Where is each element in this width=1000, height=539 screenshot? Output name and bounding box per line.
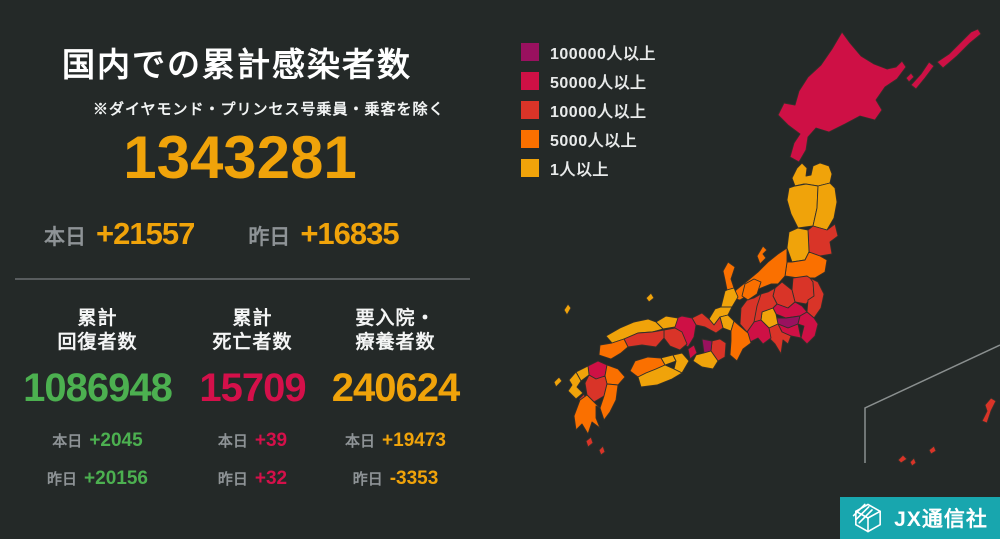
page-title: 国内での累計感染者数 xyxy=(62,46,412,83)
stat-header: 要入院・ 療養者数 xyxy=(355,308,436,354)
recovered-today-row: 本日 +2045 xyxy=(52,430,143,451)
jx-press-logo: JX通信社 xyxy=(840,497,1000,539)
prefecture-kagoshima xyxy=(573,394,601,435)
stat-header: 累計 死亡者数 xyxy=(212,308,293,354)
legend-item: 100000人以上 xyxy=(521,43,656,63)
stat-column-hospitalized: 要入院・ 療養者数 240624 本日 +19473 昨日 -3353 xyxy=(318,0,473,539)
prefecture-kochi xyxy=(637,364,683,388)
yesterday-label: 昨日 xyxy=(248,226,291,249)
legend-swatch-50000 xyxy=(521,72,539,90)
prefecture-gifu xyxy=(739,293,762,333)
island-kunashiri xyxy=(910,61,935,90)
island-sado xyxy=(756,245,768,265)
japan-choropleth-map xyxy=(553,28,1000,467)
legend-item: 10000人以上 xyxy=(521,101,656,121)
subtitle-note: ※ダイヤモンド・プリンセス号乗員・乗客を除く xyxy=(93,101,445,118)
national-daily-change: 本日 +21557 昨日 +16835 xyxy=(44,216,400,252)
island-etorofu xyxy=(936,28,982,69)
prefecture-wakayama xyxy=(692,350,719,370)
prefecture-nagasaki xyxy=(567,371,584,400)
island-oki xyxy=(645,292,655,303)
prefecture-mie xyxy=(729,320,752,362)
jx-hexagon-icon xyxy=(852,503,882,533)
prefecture-ishikawa xyxy=(720,287,739,308)
today-change-value: +21557 xyxy=(96,216,195,251)
prefecture-iwate xyxy=(812,182,838,231)
island-goto xyxy=(553,376,563,388)
legend-item: 5000人以上 xyxy=(521,130,656,150)
prefecture-fukushima xyxy=(784,251,828,279)
island-okinawa xyxy=(981,397,997,424)
island-miyako xyxy=(928,445,937,455)
stat-header: 累計 回復者数 xyxy=(57,308,138,354)
legend-swatch-100000 xyxy=(521,43,539,61)
deaths-yesterday-row: 昨日 +32 xyxy=(217,468,288,489)
island-ishigaki xyxy=(909,457,917,467)
legend-swatch-5000 xyxy=(521,130,539,148)
deaths-today-row: 本日 +39 xyxy=(217,430,288,451)
prefecture-okayama xyxy=(663,327,688,351)
section-divider xyxy=(15,278,470,280)
hospitalized-today-row: 本日 +19473 xyxy=(345,430,446,451)
recovered-total: 1086948 xyxy=(23,366,173,410)
prefecture-ishikawa-noto xyxy=(722,261,736,291)
total-infections-value: 1343281 xyxy=(123,124,357,191)
prefecture-hiroshima xyxy=(623,329,665,348)
legend-swatch-10000 xyxy=(521,101,539,119)
prefecture-kyoto xyxy=(691,312,724,334)
prefecture-akita xyxy=(786,183,819,229)
prefecture-toyama xyxy=(741,278,762,301)
prefecture-yamagata xyxy=(786,227,810,263)
prefecture-miyagi xyxy=(807,223,839,257)
prefecture-yamaguchi xyxy=(598,338,629,360)
island-amami xyxy=(598,445,606,456)
legend-item: 1人以上 xyxy=(521,159,656,179)
map-legend: 100000人以上 50000人以上 10000人以上 5000人以上 1人以上 xyxy=(521,43,656,188)
prefecture-miyazaki xyxy=(599,383,619,421)
prefecture-chiba xyxy=(797,311,819,345)
deaths-total: 15709 xyxy=(199,366,306,410)
jx-logo-text: JX通信社 xyxy=(894,508,988,531)
hospitalized-total: 240624 xyxy=(331,366,460,410)
today-label: 本日 xyxy=(44,226,86,249)
prefecture-saitama xyxy=(772,301,808,319)
hospitalized-yesterday-row: 昨日 -3353 xyxy=(352,468,439,489)
legend-item: 50000人以上 xyxy=(521,72,656,92)
prefecture-shizuoka xyxy=(766,323,792,355)
yesterday-change-value: +16835 xyxy=(300,216,399,251)
prefecture-aomori xyxy=(791,162,833,187)
prefecture-oita xyxy=(604,364,626,386)
okinawa-inset-border xyxy=(864,344,1000,463)
island-amami xyxy=(585,436,594,448)
island-awaji xyxy=(687,344,698,360)
stat-column-deaths: 累計 死亡者数 15709 本日 +39 昨日 +32 xyxy=(190,0,315,539)
island-tsushima xyxy=(563,303,572,316)
island-iriomote xyxy=(897,454,908,464)
stat-column-recovered: 累計 回復者数 1086948 本日 +2045 昨日 +20156 xyxy=(5,0,190,539)
recovered-yesterday-row: 昨日 +20156 xyxy=(47,468,148,489)
prefecture-hokkaido xyxy=(777,31,907,163)
legend-swatch-1 xyxy=(521,159,539,177)
island-habomai xyxy=(905,72,915,83)
